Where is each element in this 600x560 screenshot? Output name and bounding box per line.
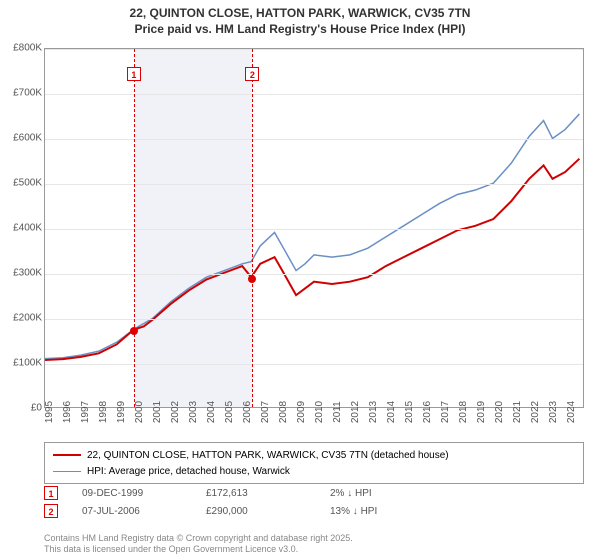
grid-line — [45, 229, 583, 230]
x-tick: 2020 — [494, 401, 505, 423]
data-point-dot — [248, 275, 256, 283]
table-row: 2 07-JUL-2006 £290,000 13% ↓ HPI — [44, 502, 584, 520]
title-line-2: Price paid vs. HM Land Registry's House … — [0, 22, 600, 38]
x-tick: 2003 — [188, 401, 199, 423]
table-row: 1 09-DEC-1999 £172,613 2% ↓ HPI — [44, 484, 584, 502]
grid-line — [45, 319, 583, 320]
row-date: 09-DEC-1999 — [82, 488, 182, 499]
series-line — [45, 159, 579, 360]
x-tick: 2022 — [530, 401, 541, 423]
x-tick: 1998 — [98, 401, 109, 423]
y-axis: £0£100K£200K£300K£400K£500K£600K£700K£80… — [0, 48, 44, 408]
marker-vline — [252, 49, 253, 407]
y-tick: £0 — [31, 403, 42, 414]
x-tick: 2015 — [404, 401, 415, 423]
x-tick: 2011 — [332, 401, 343, 423]
row-date: 07-JUL-2006 — [82, 506, 182, 517]
x-tick: 2017 — [440, 401, 451, 423]
x-tick: 2008 — [278, 401, 289, 423]
footer: Contains HM Land Registry data © Crown c… — [44, 533, 353, 556]
row-marker: 1 — [44, 486, 58, 500]
x-tick: 2000 — [134, 401, 145, 423]
plot-svg — [45, 49, 583, 407]
legend-swatch — [53, 454, 81, 456]
x-tick: 2014 — [386, 401, 397, 423]
marker-flag: 2 — [245, 67, 259, 81]
x-tick: 2009 — [296, 401, 307, 423]
x-tick: 2007 — [260, 401, 271, 423]
legend-swatch — [53, 471, 81, 472]
legend-label: 22, QUINTON CLOSE, HATTON PARK, WARWICK,… — [87, 450, 449, 461]
footer-line-2: This data is licensed under the Open Gov… — [44, 544, 353, 556]
x-tick: 2001 — [152, 401, 163, 423]
data-point-dot — [130, 327, 138, 335]
x-tick: 1995 — [44, 401, 55, 423]
x-tick: 2012 — [350, 401, 361, 423]
series-line — [45, 114, 579, 359]
x-tick: 1999 — [116, 401, 127, 423]
grid-line — [45, 94, 583, 95]
x-tick: 1996 — [62, 401, 73, 423]
y-tick: £100K — [13, 358, 42, 369]
x-tick: 2005 — [224, 401, 235, 423]
row-delta: 2% ↓ HPI — [330, 488, 430, 499]
y-tick: £200K — [13, 313, 42, 324]
grid-line — [45, 49, 583, 50]
x-tick: 2004 — [206, 401, 217, 423]
x-tick: 2018 — [458, 401, 469, 423]
legend-item: 22, QUINTON CLOSE, HATTON PARK, WARWICK,… — [53, 447, 575, 463]
marker-flag: 1 — [127, 67, 141, 81]
row-marker: 2 — [44, 504, 58, 518]
row-price: £172,613 — [206, 488, 306, 499]
x-tick: 2021 — [512, 401, 523, 423]
sales-table: 1 09-DEC-1999 £172,613 2% ↓ HPI 2 07-JUL-2006… — [44, 484, 584, 520]
chart-container: 22, QUINTON CLOSE, HATTON PARK, WARWICK,… — [0, 0, 600, 560]
grid-line — [45, 274, 583, 275]
y-tick: £600K — [13, 133, 42, 144]
grid-line — [45, 364, 583, 365]
grid-line — [45, 139, 583, 140]
x-tick: 2019 — [476, 401, 487, 423]
y-tick: £400K — [13, 223, 42, 234]
row-price: £290,000 — [206, 506, 306, 517]
grid-line — [45, 184, 583, 185]
legend-label: HPI: Average price, detached house, Warw… — [87, 466, 290, 477]
x-tick: 2016 — [422, 401, 433, 423]
legend: 22, QUINTON CLOSE, HATTON PARK, WARWICK,… — [44, 442, 584, 484]
x-tick: 2023 — [548, 401, 559, 423]
x-tick: 2002 — [170, 401, 181, 423]
row-delta: 13% ↓ HPI — [330, 506, 430, 517]
x-tick: 2013 — [368, 401, 379, 423]
footer-line-1: Contains HM Land Registry data © Crown c… — [44, 533, 353, 545]
legend-item: HPI: Average price, detached house, Warw… — [53, 463, 575, 479]
title-line-1: 22, QUINTON CLOSE, HATTON PARK, WARWICK,… — [0, 6, 600, 22]
y-tick: £800K — [13, 43, 42, 54]
x-tick: 1997 — [80, 401, 91, 423]
y-tick: £300K — [13, 268, 42, 279]
x-tick: 2024 — [566, 401, 577, 423]
y-tick: £700K — [13, 88, 42, 99]
marker-vline — [134, 49, 135, 407]
chart-area: 12 — [44, 48, 584, 408]
x-axis: 1995199619971998199920002001200220032004… — [44, 408, 584, 432]
title-block: 22, QUINTON CLOSE, HATTON PARK, WARWICK,… — [0, 0, 600, 41]
x-tick: 2010 — [314, 401, 325, 423]
y-tick: £500K — [13, 178, 42, 189]
x-tick: 2006 — [242, 401, 253, 423]
